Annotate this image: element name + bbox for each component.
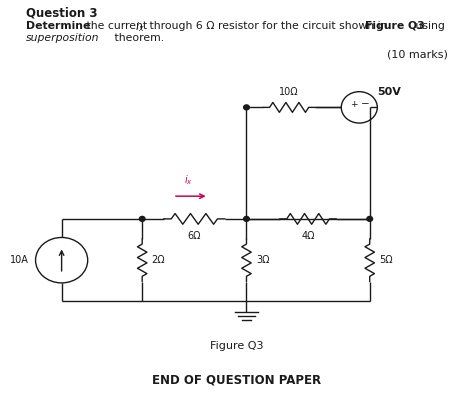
Text: the current: the current <box>83 21 151 31</box>
Text: Figure Q3: Figure Q3 <box>210 341 264 351</box>
Text: Determine: Determine <box>26 21 91 31</box>
Circle shape <box>244 105 249 110</box>
Text: superposition: superposition <box>26 33 100 43</box>
Text: END OF QUESTION PAPER: END OF QUESTION PAPER <box>153 374 321 387</box>
Text: (10 marks): (10 marks) <box>387 50 448 59</box>
Circle shape <box>244 216 249 221</box>
Text: 4Ω: 4Ω <box>301 231 315 241</box>
Text: Figure Q3: Figure Q3 <box>365 21 425 31</box>
Text: 6Ω: 6Ω <box>188 231 201 241</box>
Text: 50V: 50V <box>377 87 401 97</box>
Text: −: − <box>361 99 369 109</box>
Text: $i_x$: $i_x$ <box>184 173 193 187</box>
Circle shape <box>367 216 373 221</box>
Text: theorem.: theorem. <box>111 33 164 43</box>
Circle shape <box>139 216 145 221</box>
Text: +: + <box>350 100 357 109</box>
Text: 3Ω: 3Ω <box>256 255 269 265</box>
Text: using: using <box>412 21 445 31</box>
Text: 10A: 10A <box>9 255 28 265</box>
Text: Question 3: Question 3 <box>26 6 98 19</box>
Text: through 6 Ω resistor for the circuit shown in: through 6 Ω resistor for the circuit sho… <box>146 21 391 31</box>
Text: 2Ω: 2Ω <box>152 255 165 265</box>
Text: 10Ω: 10Ω <box>279 87 299 97</box>
Text: 5Ω: 5Ω <box>379 255 393 265</box>
Text: $i_x$: $i_x$ <box>135 21 145 34</box>
